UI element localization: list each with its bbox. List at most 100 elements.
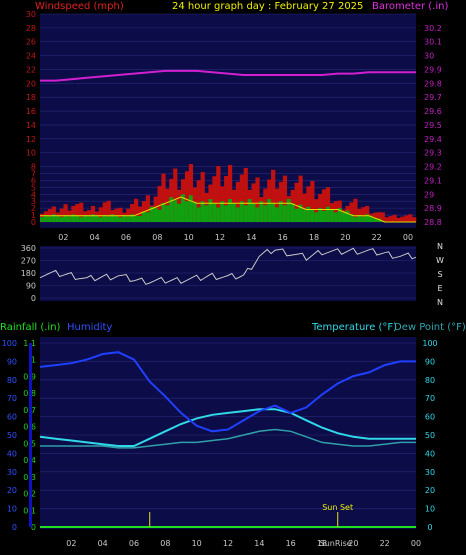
wind-gust-bar bbox=[384, 217, 389, 222]
temp-x-tick-label: 12 bbox=[223, 539, 233, 548]
barometer-tick-label: 29.6 bbox=[424, 107, 442, 116]
humidity-tick-label: 60 bbox=[7, 413, 17, 422]
wind-avg-bar bbox=[40, 217, 45, 222]
wind-avg-bar bbox=[306, 206, 311, 222]
wind-tick-label: 10 bbox=[26, 149, 36, 158]
temp-x-tick-label: 20 bbox=[348, 539, 358, 548]
barometer-tick-label: 30.2 bbox=[424, 24, 442, 33]
wind-gust-bar bbox=[90, 205, 96, 222]
wind-avg-bar bbox=[157, 209, 162, 222]
wind-gust-bar bbox=[157, 186, 162, 222]
direction-tick-label: 360 bbox=[21, 244, 36, 253]
humidity-tick-label: 90 bbox=[7, 357, 17, 366]
temp-x-tick-label: 06 bbox=[129, 539, 139, 548]
barometer-tick-label: 29.5 bbox=[424, 121, 442, 130]
barometer-tick-label: 29.2 bbox=[424, 163, 442, 172]
temp-x-tick-label: 08 bbox=[160, 539, 170, 548]
wind-gust-bar bbox=[392, 214, 397, 222]
wind-avg-bar bbox=[263, 205, 268, 222]
wind-gust-bar bbox=[145, 195, 150, 222]
direction-tick-label: 270 bbox=[21, 257, 36, 266]
temperature-axis-title: Temperature (°F) bbox=[311, 322, 397, 333]
barometer-tick-label: 29.3 bbox=[424, 149, 442, 158]
temp-x-tick-label: 22 bbox=[380, 539, 390, 548]
chart-titles: Windspeed (mph) 24 hour graph day : Febr… bbox=[0, 1, 466, 333]
humidity-tick-label: 70 bbox=[7, 394, 17, 403]
temp-tick-label: 70 bbox=[425, 394, 435, 403]
wind-avg-bar bbox=[298, 204, 303, 222]
wind-gust-bar bbox=[106, 200, 111, 222]
wind-gust-bar bbox=[275, 188, 280, 222]
wind-avg-bar bbox=[255, 207, 260, 222]
wind-gust-bar bbox=[79, 202, 84, 222]
temperature-panel bbox=[40, 337, 416, 529]
wind-tick-label: 6 bbox=[31, 176, 36, 185]
wind-avg-bar bbox=[153, 207, 158, 222]
wind-gust-bar bbox=[361, 207, 366, 222]
wind-avg-bar bbox=[141, 211, 147, 222]
wind-gust-bar bbox=[318, 193, 323, 222]
wind-x-tick-label: 08 bbox=[152, 233, 162, 242]
wind-gust-bar bbox=[75, 204, 80, 222]
wind-gust-bar bbox=[130, 204, 135, 222]
barometer-tick-label: 29.7 bbox=[424, 93, 442, 102]
wind-avg-bar bbox=[188, 195, 194, 222]
wind-avg-bar bbox=[173, 200, 178, 222]
wind-avg-bar bbox=[294, 208, 299, 222]
direction-tick-label: 180 bbox=[21, 269, 36, 278]
wind-avg-bar bbox=[318, 208, 323, 222]
wind-avg-bar bbox=[83, 215, 88, 222]
humidity-tick-label: 100 bbox=[2, 339, 17, 348]
wind-avg-bar bbox=[118, 217, 123, 222]
wind-avg-bar bbox=[239, 201, 244, 222]
barometer-tick-label: 29.4 bbox=[424, 135, 442, 144]
humidity-tick-label: 20 bbox=[7, 486, 17, 495]
wind-x-tick-label: 12 bbox=[215, 233, 225, 242]
wind-tick-label: 14 bbox=[26, 121, 36, 130]
wind-avg-bar bbox=[63, 215, 68, 222]
wind-avg-bar bbox=[106, 216, 111, 222]
axis-ticks: 012345678101214161820222426283028.828.92… bbox=[2, 10, 444, 548]
wind-avg-bar bbox=[212, 203, 217, 222]
temp-tick-label: 40 bbox=[425, 449, 435, 458]
wind-gust-bar bbox=[255, 177, 260, 222]
humidity-axis-title: Humidity bbox=[67, 322, 112, 333]
wind-tick-label: 16 bbox=[26, 107, 36, 116]
barometer-tick-label: 28.8 bbox=[424, 218, 442, 227]
wind-avg-bar bbox=[114, 215, 119, 222]
wind-gust-bar bbox=[173, 168, 178, 222]
wind-gust-bar bbox=[200, 172, 205, 222]
wind-avg-bar bbox=[353, 217, 358, 222]
wind-avg-bar bbox=[184, 201, 190, 222]
humidity-tick-label: 80 bbox=[7, 376, 17, 385]
wind-avg-bar bbox=[161, 202, 166, 222]
wind-gust-bar bbox=[282, 175, 288, 222]
direction-tick-label: 0 bbox=[31, 294, 36, 303]
wind-tick-label: 5 bbox=[31, 183, 36, 192]
wind-avg-bar bbox=[192, 201, 197, 222]
wind-gust-bar bbox=[302, 193, 307, 222]
wind-avg-bar bbox=[55, 215, 60, 222]
wind-x-tick-label: 06 bbox=[121, 233, 131, 242]
wind-avg-bar bbox=[376, 218, 382, 222]
wind-gust-bar bbox=[271, 169, 276, 222]
windspeed-axis-title: Windspeed (mph) bbox=[35, 1, 124, 12]
wind-avg-bar bbox=[349, 214, 354, 222]
wind-avg-bar bbox=[110, 214, 115, 222]
wind-gust-bar bbox=[51, 206, 56, 222]
wind-avg-bar bbox=[126, 216, 131, 222]
wind-avg-bar bbox=[43, 215, 49, 222]
wind-avg-bar bbox=[290, 203, 295, 222]
wind-avg-bar bbox=[361, 216, 366, 222]
humidity-tick-label: 10 bbox=[7, 505, 17, 514]
compass-label: N bbox=[437, 298, 443, 307]
wind-avg-bar bbox=[314, 212, 319, 222]
humidity-tick-label: 0 bbox=[12, 523, 17, 532]
wind-gust-bar bbox=[314, 199, 319, 222]
wind-gust-bar bbox=[380, 212, 385, 222]
barometer-line bbox=[40, 69, 416, 82]
wind-avg-bar bbox=[231, 203, 237, 222]
wind-gust-bar bbox=[353, 198, 358, 222]
wind-direction-series bbox=[39, 247, 417, 285]
